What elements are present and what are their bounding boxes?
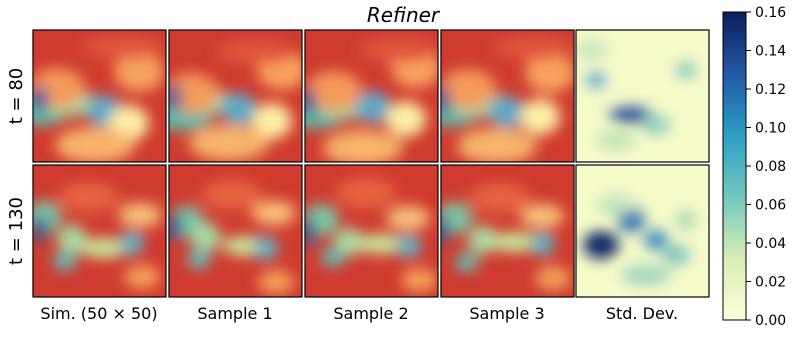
image-panel [575,29,710,163]
tick-label: 0.14 [755,44,786,60]
image-panel [32,164,167,298]
image-panel [440,164,575,298]
image-panel [32,29,167,163]
row-label: t = 130 [6,197,27,265]
colorbar [722,11,747,321]
figure-title: Refiner [367,3,441,27]
tick-label: 0.00 [755,313,786,329]
column-label: Std. Dev. [606,304,678,323]
column-label: Sample 3 [469,304,544,323]
image-panel [440,29,575,163]
image-panel [168,29,303,163]
image-panel [304,164,439,298]
column-label: Sample 1 [197,304,272,323]
tick-label: 0.02 [755,275,786,291]
image-panel [168,164,303,298]
image-panel [575,164,710,298]
column-label: Sim. (50 × 50) [40,304,157,323]
image-panel [304,29,439,163]
tick-label: 0.04 [755,236,786,252]
tick-label: 0.16 [755,5,786,21]
tick-label: 0.06 [755,198,786,214]
tick-label: 0.12 [755,82,786,98]
row-label: t = 80 [6,68,27,125]
column-label: Sample 2 [333,304,408,323]
tick-label: 0.08 [755,159,786,175]
tick-label: 0.10 [755,121,786,137]
